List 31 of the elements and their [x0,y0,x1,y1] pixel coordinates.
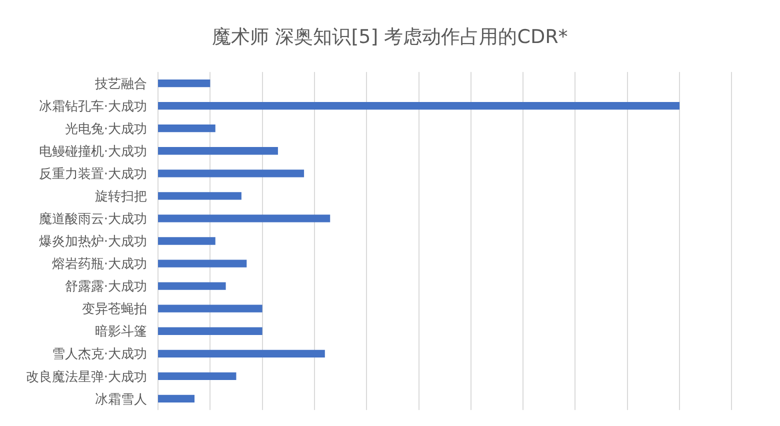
bar [158,304,262,312]
y-tick-label: 爆炎加热炉·大成功 [38,234,147,250]
y-tick-label: 光电兔·大成功 [64,122,147,137]
y-tick-label: 变异苍蝇拍 [82,302,147,318]
y-tick-label: 冰霜雪人 [95,392,147,408]
y-tick-label: 技艺融合 [94,76,147,92]
y-tick-label: 熔岩药瓶·大成功 [52,257,147,272]
y-tick-label: 旋转扫把 [95,189,147,204]
bar [158,372,236,380]
y-tick-label: 舒露露·大成功 [64,280,147,295]
y-tick-label: 电鳗碰撞机·大成功 [38,144,147,160]
bar [158,147,278,155]
bar [158,170,304,178]
bar [158,327,262,335]
bar [158,214,330,222]
y-tick-label: 魔道酸雨云·大成功 [38,212,147,228]
bar [158,394,195,403]
y-tick-label: 改良魔法星弹·大成功 [26,370,147,385]
bar [158,350,325,358]
y-tick-label: 冰霜钻孔车·大成功 [38,99,147,114]
bar [158,124,216,132]
y-tick-label: 雪人杰克·大成功 [52,347,147,362]
bar [158,102,680,110]
bar [158,260,247,268]
bar [158,282,226,290]
y-tick-label: 暗影斗篷 [95,324,147,340]
y-tick-label: 反重力装置·大成功 [38,166,147,182]
chart-title: 魔术师 深奥知识[5] 考虑动作占用的CDR* [212,26,568,48]
bar [158,79,210,88]
bar [158,237,216,245]
bar [158,192,242,200]
